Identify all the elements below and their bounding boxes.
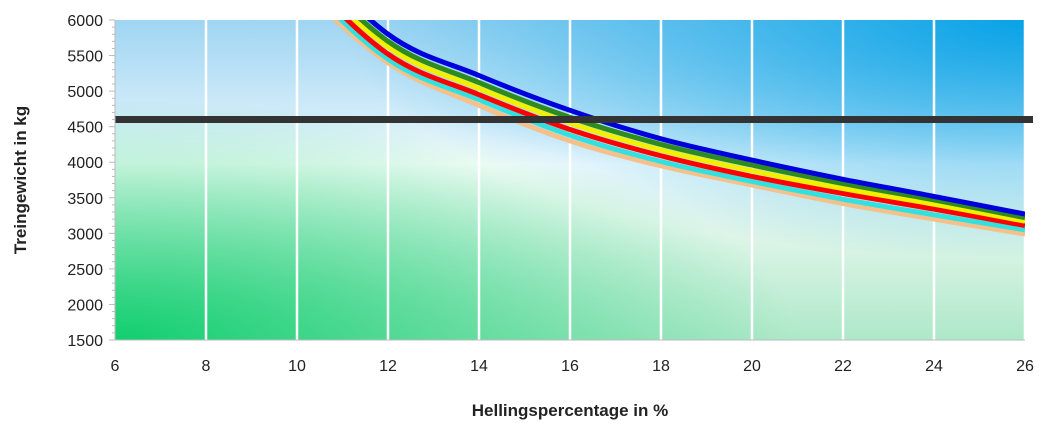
series-line-2 bbox=[343, 20, 1025, 228]
y-tick-label-9: 6000 bbox=[67, 13, 103, 30]
y-tick-label-0: 1500 bbox=[67, 333, 103, 350]
y-tick-label-8: 5500 bbox=[67, 49, 103, 66]
x-tick-label-0: 6 bbox=[111, 358, 120, 375]
series-line-4 bbox=[357, 20, 1025, 221]
series-group bbox=[332, 20, 1025, 237]
series-line-0 bbox=[332, 20, 1025, 237]
x-tick-label-2: 10 bbox=[288, 358, 306, 375]
y-tick-label-5: 4000 bbox=[67, 155, 103, 172]
x-tick-label-4: 14 bbox=[470, 358, 488, 375]
y-axis-title: Treingewicht in kg bbox=[11, 106, 30, 254]
axes bbox=[109, 19, 1025, 341]
x-axis-title: Hellingspercentage in % bbox=[472, 401, 669, 420]
x-tick-label-5: 16 bbox=[561, 358, 579, 375]
y-tick-label-3: 3000 bbox=[67, 226, 103, 243]
y-tick-label-4: 3500 bbox=[67, 191, 103, 208]
x-tick-label-10: 26 bbox=[1016, 358, 1034, 375]
x-tick-label-3: 12 bbox=[379, 358, 397, 375]
y-tick-label-2: 2500 bbox=[67, 262, 103, 279]
x-tick-label-8: 22 bbox=[834, 358, 852, 375]
x-tick-label-6: 18 bbox=[652, 358, 670, 375]
x-tick-labels: 6 8 10 12 14 16 18 20 22 24 26 bbox=[111, 358, 1034, 375]
x-tick-label-7: 20 bbox=[743, 358, 761, 375]
y-tick-label-7: 5000 bbox=[67, 84, 103, 101]
x-tick-label-9: 24 bbox=[925, 358, 943, 375]
y-tick-labels: 1500 2000 2500 3000 3500 4000 4500 5000 5500 6000 bbox=[67, 13, 103, 350]
y-tick-label-6: 4500 bbox=[67, 120, 103, 137]
x-tick-label-1: 8 bbox=[202, 358, 211, 375]
series-line-3 bbox=[351, 20, 1025, 224]
y-tick-label-1: 2000 bbox=[67, 297, 103, 314]
series-line-1 bbox=[337, 20, 1025, 233]
